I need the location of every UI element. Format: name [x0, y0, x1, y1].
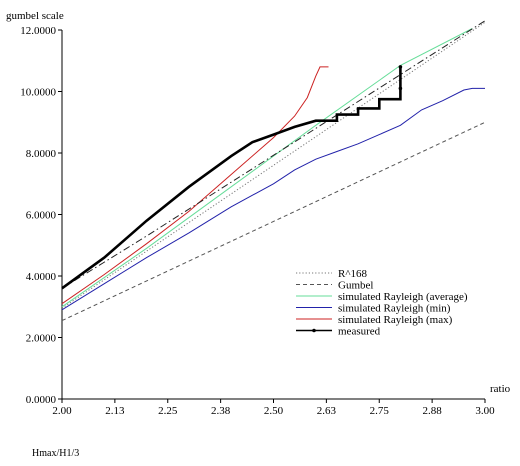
series-line-5 — [61, 20, 486, 289]
x-tick-label: 2.00 — [52, 405, 72, 417]
x-quantity-label: Hmax/H1/3 — [32, 448, 80, 459]
x-tick-label: 2.63 — [317, 405, 337, 417]
y-tick-label: 4.0000 — [26, 271, 57, 283]
series-line-2 — [61, 28, 473, 308]
gumbel-chart: gumbel scale ratio 2.00 2.13 2.25 2.38 2.50 2… — [6, 10, 511, 417]
legend-marker — [312, 328, 316, 333]
y-axis-label: gumbel scale — [6, 10, 64, 22]
x-tick-label: 2.13 — [105, 405, 125, 417]
legend-label: simulated Rayleigh (min) — [338, 303, 451, 315]
x-tick-label: 2.75 — [370, 405, 390, 417]
legend-label: Gumbel — [338, 280, 373, 292]
legend-label: simulated Rayleigh (max) — [338, 314, 453, 326]
series-line-3 — [61, 87, 485, 311]
x-tick-label: 3.00 — [475, 405, 495, 417]
x-tick-label: 2.50 — [264, 405, 284, 417]
legend-label: measured — [338, 326, 381, 338]
measured-end-marker — [398, 65, 403, 69]
series-line-4 — [61, 66, 329, 305]
y-tick-label: 10.0000 — [20, 87, 56, 99]
series-line-1 — [61, 121, 486, 322]
legend-label: simulated Rayleigh (average) — [338, 291, 468, 303]
y-tick-label: 6.0000 — [26, 210, 57, 222]
y-tick-label: 2.0000 — [26, 333, 57, 345]
series-line-0 — [61, 21, 486, 309]
y-tick-label: 12.0000 — [20, 25, 56, 37]
x-tick-label: 2.25 — [158, 405, 178, 417]
x-tick-label: 2.88 — [423, 405, 443, 417]
legend-label: R^168 — [338, 268, 367, 280]
x-axis-label: ratio — [490, 383, 511, 395]
y-tick-label: 0.0000 — [26, 394, 57, 406]
y-tick-label: 8.0000 — [26, 148, 57, 160]
x-tick-label: 2.38 — [211, 405, 231, 417]
measured-step-marker — [398, 86, 403, 91]
series-line-6 — [61, 66, 402, 290]
